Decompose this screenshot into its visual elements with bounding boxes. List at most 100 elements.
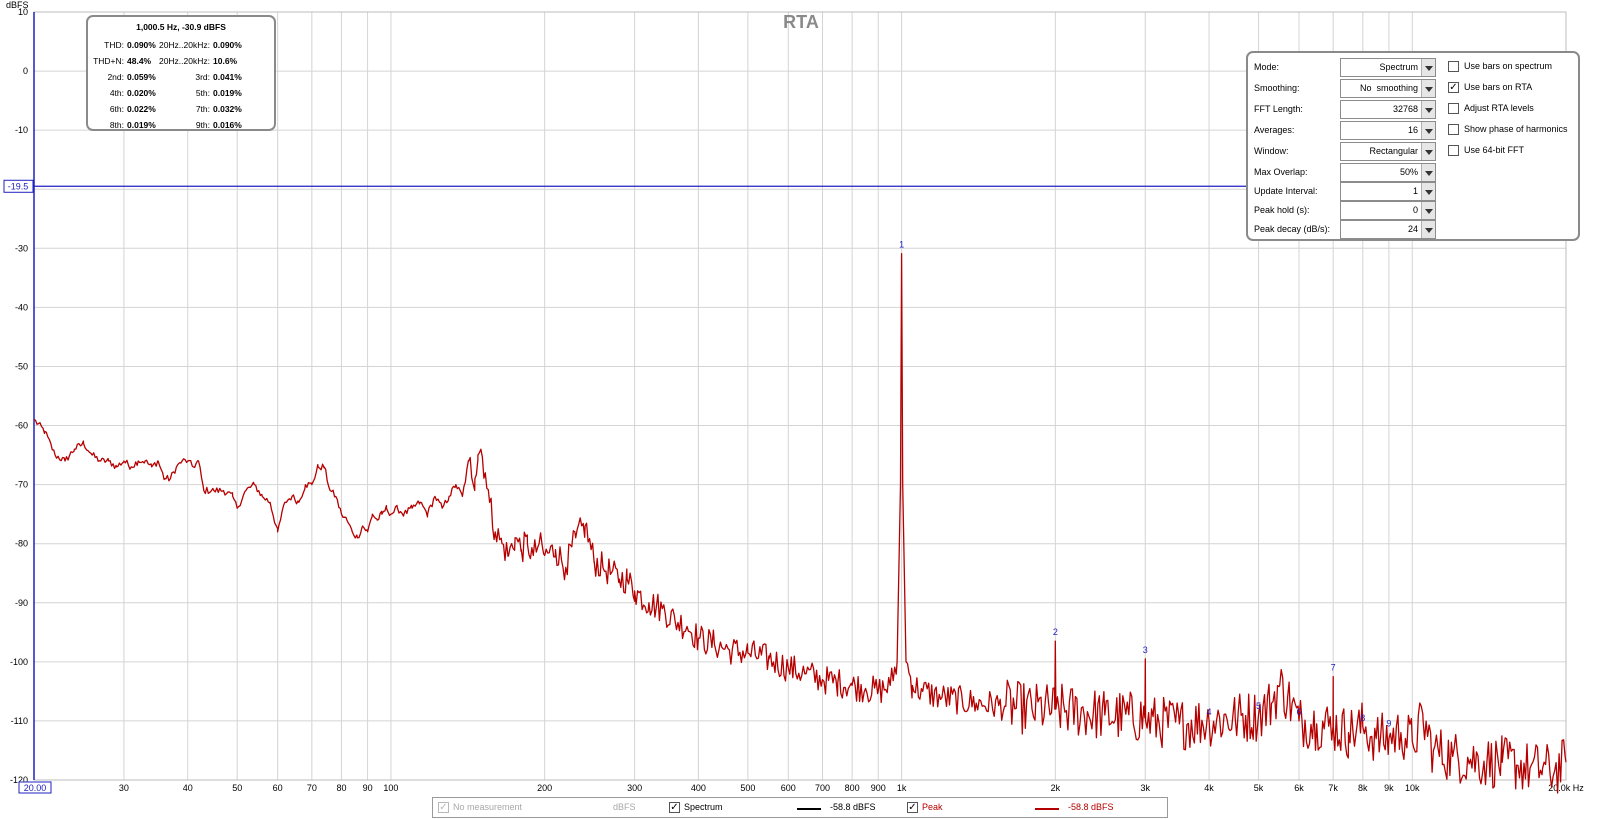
dropdown-arrow-icon[interactable] xyxy=(1421,122,1435,139)
cursor-level-label: -19.5 xyxy=(8,181,29,191)
peak-line-swatch xyxy=(1035,808,1059,810)
setting-label: Window: xyxy=(1254,146,1289,156)
chart-title: RTA xyxy=(783,12,819,32)
info-label: 9th: xyxy=(195,120,210,130)
spectrum-checkbox[interactable]: ✓ xyxy=(669,802,680,813)
dropdown-arrow-icon[interactable] xyxy=(1421,59,1435,76)
checkbox-label: Adjust RTA levels xyxy=(1464,103,1534,113)
checkbox-box[interactable] xyxy=(1448,103,1459,114)
x-tick-label: 60 xyxy=(273,783,283,793)
legend-unit: dBFS xyxy=(613,802,636,812)
select-value: 24 xyxy=(1407,224,1418,234)
select-value: 16 xyxy=(1407,125,1418,135)
averages-select[interactable]: 16 xyxy=(1340,121,1436,140)
x-tick-label: 3k xyxy=(1140,783,1150,793)
peak-label: Peak xyxy=(922,802,943,812)
x-tick-label: 5k xyxy=(1254,783,1264,793)
select-value: 50% xyxy=(1399,167,1418,177)
info-label: 3rd: xyxy=(195,72,210,82)
x-tick-label: 80 xyxy=(336,783,346,793)
info-value: 0.019% xyxy=(127,120,156,130)
spectrum-label: Spectrum xyxy=(684,802,723,812)
mode-select[interactable]: Spectrum xyxy=(1340,58,1436,77)
spectrum-value: -58.8 dBFS xyxy=(830,802,876,812)
x-tick-label: 4k xyxy=(1204,783,1214,793)
checkbox-box[interactable] xyxy=(1448,124,1459,135)
x-cursor-box xyxy=(18,781,52,794)
harmonic-marker-label: 6 xyxy=(1296,707,1301,717)
setting-label: Update Interval: xyxy=(1254,186,1318,196)
y-tick-label: -50 xyxy=(15,361,28,371)
info-value: 48.4% xyxy=(127,56,152,66)
select-value: Rectangular xyxy=(1369,146,1418,156)
dropdown-arrow-icon[interactable] xyxy=(1421,221,1435,238)
no-measurement-checkbox[interactable]: ✓ xyxy=(438,802,449,813)
dropdown-arrow-icon[interactable] xyxy=(1421,80,1435,97)
info-value: 10.6% xyxy=(213,56,238,66)
harmonic-marker-label: 8 xyxy=(1360,713,1365,723)
x-tick-label: 800 xyxy=(845,783,860,793)
select-value: 0 xyxy=(1412,205,1418,215)
x-tick-label: 900 xyxy=(871,783,886,793)
info-value: 0.032% xyxy=(213,104,242,114)
fft-length-select[interactable]: 32768 xyxy=(1340,100,1436,119)
y-tick-label: -40 xyxy=(15,302,28,312)
y-tick-label: -10 xyxy=(15,125,28,135)
setting-label: Peak decay (dB/s): xyxy=(1254,224,1331,234)
max-overlap-select[interactable]: 50% xyxy=(1340,163,1436,182)
peak-value: -58.8 dBFS xyxy=(1068,802,1114,812)
distortion-info-box[interactable]: 1,000.5 Hz, -30.9 dBFS THD: 0.090% 20Hz.… xyxy=(86,15,276,131)
series-area xyxy=(33,252,1567,794)
info-row: 4th: 0.020% 5th: 0.019% xyxy=(88,88,274,100)
setting-label: Peak hold (s): xyxy=(1254,205,1310,215)
x-tick-label: 1k xyxy=(897,783,907,793)
x-tick-label: 600 xyxy=(781,783,796,793)
rta-settings-panel: Mode: Spectrum Smoothing: No smoothing F… xyxy=(1246,51,1580,241)
x-tick-label: 70 xyxy=(307,783,317,793)
x-tick-label: 500 xyxy=(740,783,755,793)
select-value: 32768 xyxy=(1392,104,1418,114)
dropdown-arrow-icon[interactable] xyxy=(1421,143,1435,160)
harmonic-markers: 1 2 3 4 5 6 7 8 9 xyxy=(899,240,1391,729)
checkbox-box[interactable] xyxy=(1448,61,1459,72)
peak-decay-select[interactable]: 24 xyxy=(1340,220,1436,239)
info-label: 7th: xyxy=(195,104,210,114)
info-row: 6th: 0.022% 7th: 0.032% xyxy=(88,104,274,116)
x-tick-label: 400 xyxy=(691,783,706,793)
checkmark-icon[interactable]: ✓ xyxy=(1448,82,1459,93)
peak-checkbox[interactable]: ✓ xyxy=(907,802,918,813)
dropdown-arrow-icon[interactable] xyxy=(1421,202,1435,219)
x-tick-label: 20.0k Hz xyxy=(1548,783,1584,793)
y-tick-label: -90 xyxy=(15,598,28,608)
dropdown-arrow-icon[interactable] xyxy=(1421,101,1435,118)
cursor-level-box xyxy=(3,179,34,193)
x-tick-label: 300 xyxy=(627,783,642,793)
checkbox-label: Use bars on RTA xyxy=(1464,82,1533,92)
peak-hold-select[interactable]: 0 xyxy=(1340,201,1436,220)
window-select[interactable]: Rectangular xyxy=(1340,142,1436,161)
update-interval-select[interactable]: 1 xyxy=(1340,182,1436,201)
select-value: No smoothing xyxy=(1359,83,1418,93)
info-label: 20Hz..20kHz: xyxy=(158,40,210,50)
checkbox-label: Use 64-bit FFT xyxy=(1464,145,1525,155)
x-tick-label: 9k xyxy=(1384,783,1394,793)
info-value: 0.041% xyxy=(213,72,242,82)
info-row: THD: 0.090% 20Hz..20kHz: 0.090% xyxy=(88,40,274,52)
checkbox-label: Use bars on spectrum xyxy=(1464,61,1553,71)
checkbox-box[interactable] xyxy=(1448,145,1459,156)
harmonic-marker-label: 7 xyxy=(1331,663,1336,673)
x-tick-label: 200 xyxy=(537,783,552,793)
x-tick-label: 20.00 xyxy=(24,783,47,793)
dropdown-arrow-icon[interactable] xyxy=(1421,164,1435,181)
smoothing-select[interactable]: No smoothing xyxy=(1340,79,1436,98)
dropdown-arrow-icon[interactable] xyxy=(1421,183,1435,200)
info-title: 1,000.5 Hz, -30.9 dBFS xyxy=(136,22,226,32)
y-tick-label: -60 xyxy=(15,421,28,431)
select-value: Spectrum xyxy=(1379,62,1418,72)
info-label: THD+N: xyxy=(93,56,124,66)
info-label: THD: xyxy=(104,40,124,50)
info-label: 8th: xyxy=(109,120,124,130)
x-tick-label: 100 xyxy=(383,783,398,793)
info-row: 2nd: 0.059% 3rd: 0.041% xyxy=(88,72,274,84)
